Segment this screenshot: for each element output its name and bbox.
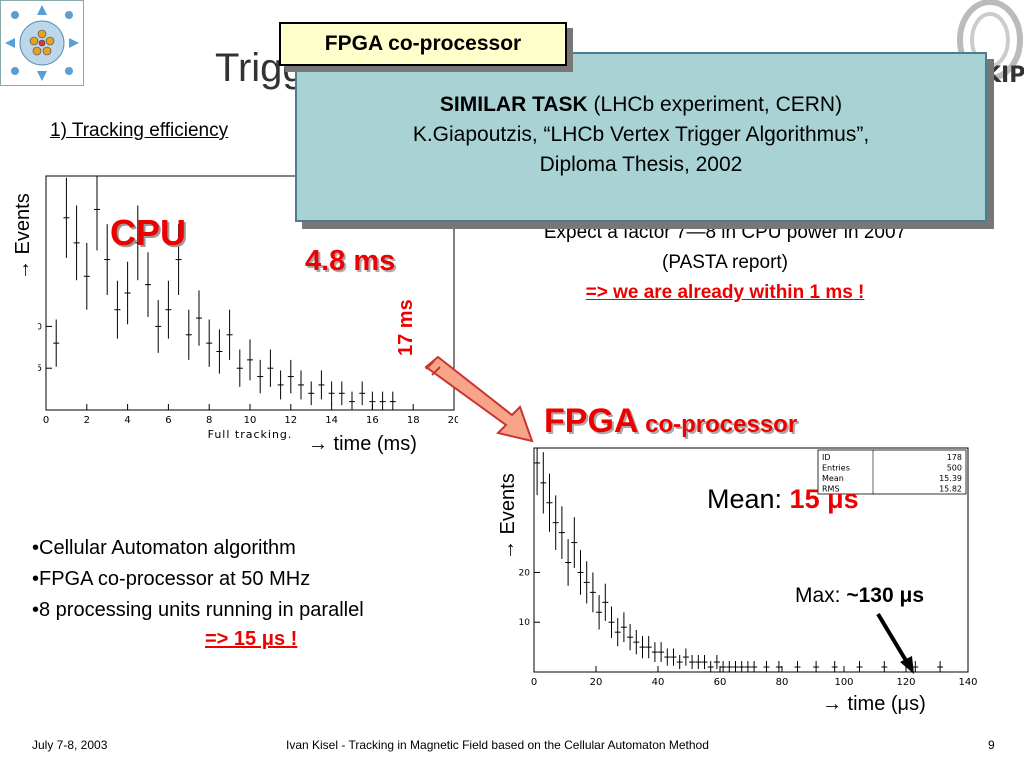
footer-date: July 7-8, 2003 xyxy=(32,738,108,752)
x-tick-label: 18 xyxy=(407,415,420,426)
stats-key: Entries xyxy=(822,464,850,473)
bullet-item: •Cellular Automaton algorithm xyxy=(32,537,296,559)
fpga-plot-title: FPGA co-processor xyxy=(544,402,797,441)
y-tick-label: 5 xyxy=(38,364,42,374)
fpga-plot-title-big: FPGA xyxy=(544,402,639,440)
y-tick-label: 20 xyxy=(519,568,531,578)
x-axis-title: Full tracking. xyxy=(208,428,293,441)
stats-key: ID xyxy=(822,453,831,462)
x-tick-label: 2 xyxy=(84,415,90,426)
x-tick-label: 20 xyxy=(448,415,458,426)
y-tick-label: 10 xyxy=(38,322,42,332)
stats-value: 15.82 xyxy=(939,485,962,494)
fpga-events-label: → Events xyxy=(497,473,519,560)
x-tick-label: 12 xyxy=(284,415,297,426)
result-text: => 15 μs ! xyxy=(205,628,298,650)
x-tick-label: 10 xyxy=(244,415,257,426)
fpga-coprocessor-callout: FPGA co-processor xyxy=(279,22,567,66)
expect-text: Expect a factor 7—8 in CPU power in 2007… xyxy=(475,218,975,308)
x-tick-label: 60 xyxy=(714,677,727,688)
cpu-label: CPU xyxy=(110,212,187,253)
thesis-line-2: Diploma Thesis, 2002 xyxy=(539,153,743,176)
stats-value: 500 xyxy=(947,464,962,473)
stats-box xyxy=(817,449,967,495)
similar-task-callout: SIMILAR TASK (LHCb experiment, CERN) K.G… xyxy=(295,52,987,222)
x-tick-label: 80 xyxy=(776,677,789,688)
stats-value: 15.39 xyxy=(939,474,962,483)
fpga-max-label: Max: xyxy=(795,584,847,607)
x-tick-label: 0 xyxy=(531,677,537,688)
bullet-item: •FPGA co-processor at 50 MHz xyxy=(32,568,311,590)
fpga-max: Max: ~130 μs xyxy=(795,584,924,608)
x-tick-label: 0 xyxy=(43,415,49,426)
bullet-list: •Cellular Automaton algorithm •FPGA co-p… xyxy=(32,533,364,626)
tracking-efficiency-heading: 1) Tracking efficiency xyxy=(50,120,229,141)
kip-logo: KIP xyxy=(944,0,1024,92)
fpga-mean-value: 15 μs xyxy=(789,484,859,514)
x-tick-label: 40 xyxy=(652,677,665,688)
cpu-max-value: 17 ms xyxy=(395,299,417,356)
similar-task-line: SIMILAR TASK (LHCb experiment, CERN) xyxy=(297,90,985,120)
x-tick-label: 8 xyxy=(206,415,212,426)
fpga-histogram: 0 20 40 60 80 100 120 140 10 20 estimated time in … xyxy=(519,447,978,694)
max-pointer-arrow-icon xyxy=(876,612,914,674)
plot-frame xyxy=(533,447,969,673)
lab-logo-left xyxy=(0,0,84,86)
x-tick-label: 120 xyxy=(896,677,915,688)
similar-task-bold: SIMILAR TASK xyxy=(439,93,588,116)
y-tick-label: 10 xyxy=(519,618,531,628)
cpu-time-label: → time (ms) xyxy=(308,433,417,455)
expect-line-2: (PASTA report) xyxy=(662,252,788,273)
fpga-time-label: → time (μs) xyxy=(822,693,926,715)
expect-line-3: => we are already within 1 ms ! xyxy=(585,282,865,303)
fpga-max-value: ~130 μs xyxy=(846,584,925,607)
cpu-events-label: → Events xyxy=(12,193,34,280)
x-tick-label: 16 xyxy=(366,415,379,426)
stats-key: RMS xyxy=(822,485,840,494)
stats-value: 178 xyxy=(947,453,962,462)
x-tick-label: 100 xyxy=(834,677,853,688)
expect-line-1: Expect a factor 7—8 in CPU power in 2007 xyxy=(543,222,907,243)
thesis-line-1: K.Giapoutzis, “LHCb Vertex Trigger Algor… xyxy=(412,123,870,146)
stats-key: Mean xyxy=(822,474,844,483)
footer-center: Ivan Kisel - Tracking in Magnetic Field … xyxy=(286,738,709,752)
transition-arrow-icon xyxy=(424,355,534,443)
fpga-mean-label: Mean: xyxy=(707,484,790,514)
x-tick-label: 20 xyxy=(590,677,603,688)
fpga-plot-title-small: co-processor xyxy=(638,411,798,438)
x-tick-label: 14 xyxy=(325,415,338,426)
bullet-item: •8 processing units running in parallel xyxy=(32,599,364,621)
cpu-mean-value: 4.8 ms xyxy=(305,245,396,277)
x-tick-label: 6 xyxy=(165,415,171,426)
x-tick-label: 4 xyxy=(124,415,130,426)
svg-text:KIP: KIP xyxy=(984,63,1024,88)
x-axis-title: estimated time in us for 8 parallel unit… xyxy=(651,693,850,694)
similar-task-rest: (LHCb experiment, CERN) xyxy=(587,93,843,116)
x-tick-label: 140 xyxy=(958,677,977,688)
fpga-mean: Mean: 15 μs xyxy=(707,484,859,515)
page-number: 9 xyxy=(988,738,995,752)
